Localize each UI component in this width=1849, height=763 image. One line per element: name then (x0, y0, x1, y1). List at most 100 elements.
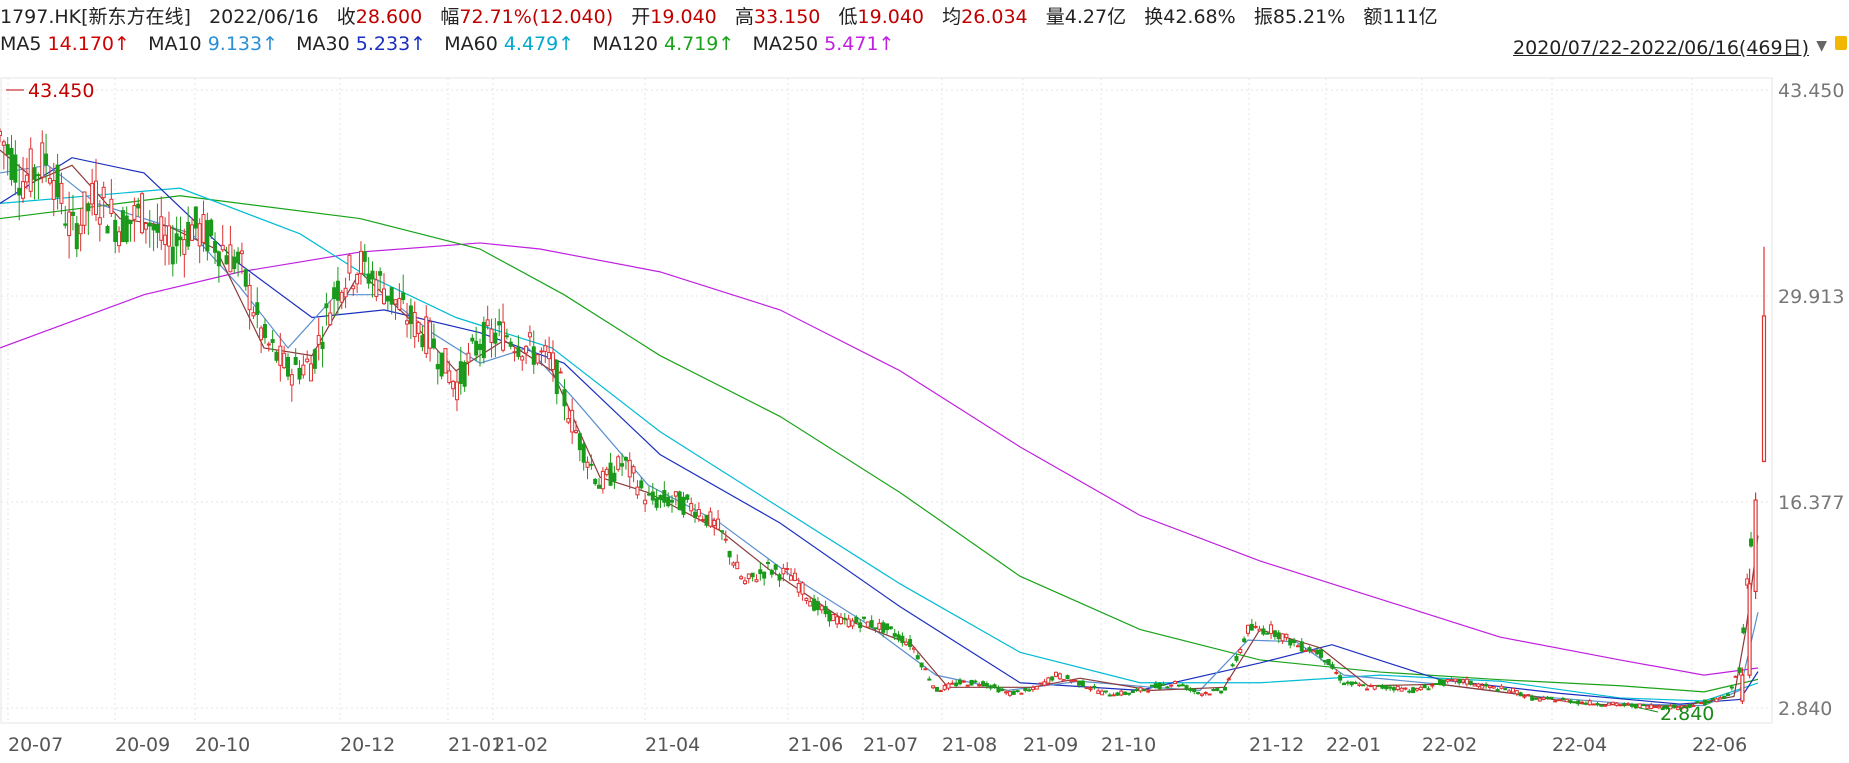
candle-body (117, 231, 122, 247)
candle-body (1065, 675, 1070, 680)
candle-body (1249, 623, 1254, 631)
candle-body (862, 616, 866, 619)
candle-body (166, 225, 171, 247)
candle-body (1038, 682, 1043, 685)
candle-body (1530, 695, 1535, 701)
candle-body (378, 271, 383, 276)
candle-body (547, 351, 552, 360)
x-tick-label: 21-02 (493, 734, 548, 756)
candle-body (639, 480, 644, 489)
candle-body (1176, 684, 1181, 687)
candle-body (689, 503, 694, 512)
candle-body (21, 181, 26, 199)
candle-body (435, 363, 440, 370)
candle-body (670, 499, 674, 503)
candle-body (911, 647, 916, 650)
candle-body (232, 256, 237, 270)
candle-body (1510, 687, 1515, 693)
candle-body (355, 273, 360, 285)
candle-body (1649, 704, 1654, 709)
close-label: 收 (336, 6, 356, 28)
candle-body (1545, 696, 1550, 699)
date-range-selector[interactable]: 2020/07/22-2022/06/16(469日) (1513, 37, 1809, 59)
candle-body (1, 141, 6, 146)
candle-body (151, 224, 156, 231)
candle-body (147, 222, 152, 227)
candle-body (792, 572, 797, 581)
candle-body (1745, 578, 1750, 586)
candle-body (1399, 687, 1404, 692)
candle-body (666, 496, 671, 507)
candle-body (1718, 697, 1723, 700)
candle-body (1388, 686, 1393, 689)
candle-body (773, 564, 778, 570)
candle-body (1357, 683, 1362, 686)
candle-body (1253, 625, 1258, 628)
candle-body (1288, 639, 1293, 646)
candle-body (316, 335, 321, 345)
candle-body (416, 322, 421, 334)
avg-label: 均 (942, 6, 962, 28)
ma250-line (0, 242, 1759, 676)
candle-body (562, 389, 567, 407)
candle-body (1126, 692, 1131, 695)
candle-body (105, 226, 110, 234)
candle-body (766, 561, 770, 564)
candle-body (1702, 699, 1707, 706)
candle-body (1761, 315, 1767, 463)
candle-body (742, 580, 747, 585)
candle-body (946, 683, 951, 689)
candle-body (1130, 690, 1135, 694)
candle-body (915, 655, 920, 660)
candle-body (1522, 695, 1527, 698)
candle-body (489, 328, 494, 343)
lock-icon[interactable] (1835, 36, 1847, 50)
stock-code: 1797.HK[新东方在线] (0, 6, 191, 28)
candle-body (9, 147, 14, 180)
x-tick-label: 21-06 (788, 734, 843, 756)
candle-body (758, 569, 763, 575)
candle-body (101, 186, 106, 199)
candle-body (1395, 685, 1400, 691)
candle-body (120, 210, 125, 243)
candle-body (1107, 694, 1112, 697)
candle-body (1614, 702, 1619, 706)
candle-body (312, 349, 317, 369)
candle-body (1246, 624, 1250, 634)
candle-body (881, 622, 886, 633)
candle-body (554, 360, 559, 395)
candle-body (51, 180, 56, 200)
candle-body (1180, 684, 1185, 687)
candle-body (527, 332, 532, 338)
candle-body (1656, 705, 1661, 709)
candle-body (1042, 681, 1047, 686)
candle-body (347, 254, 352, 274)
candle-body (1077, 680, 1082, 686)
candle-body (420, 335, 425, 348)
ma120-label: MA120 (592, 33, 658, 55)
candle-body (819, 605, 824, 611)
x-tick-label: 21-04 (645, 734, 700, 756)
candle-body (535, 354, 540, 364)
close-value: 28.600 (355, 6, 423, 28)
x-tick-label: 21-08 (942, 734, 997, 756)
candle-body (646, 493, 651, 496)
candle-body (1391, 687, 1396, 691)
candle-body (873, 627, 878, 630)
candle-body (1207, 693, 1212, 696)
candle-body (1027, 689, 1032, 692)
candle-body (1699, 702, 1704, 705)
candle-body (262, 324, 267, 339)
candle-body (1238, 649, 1243, 653)
candle-body (904, 641, 909, 646)
candle-body (1261, 628, 1266, 635)
ma10-label: MA10 (148, 33, 202, 55)
candle-body (589, 463, 594, 466)
candle-body (1480, 685, 1485, 689)
chevron-down-icon[interactable]: ▼ (1816, 38, 1827, 54)
candle-body (1603, 704, 1608, 707)
candle-body (1150, 684, 1154, 687)
candle-body (1073, 679, 1078, 682)
candle-body (719, 530, 724, 533)
